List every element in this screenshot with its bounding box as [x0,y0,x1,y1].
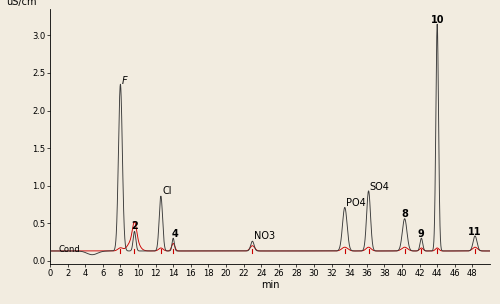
Text: F: F [122,77,128,86]
Y-axis label: uS/cm: uS/cm [6,0,36,7]
Text: PO4: PO4 [346,198,366,208]
Text: NO3: NO3 [254,231,276,241]
Text: 10: 10 [430,15,444,25]
Text: 8: 8 [401,209,408,219]
Text: 9: 9 [418,229,424,239]
Text: Cond: Cond [59,245,80,254]
X-axis label: min: min [261,280,279,290]
Text: 11: 11 [468,227,482,237]
Text: Cl: Cl [162,186,172,196]
Text: SO4: SO4 [370,181,390,192]
Text: 4: 4 [172,229,178,239]
Text: 2: 2 [131,221,138,231]
